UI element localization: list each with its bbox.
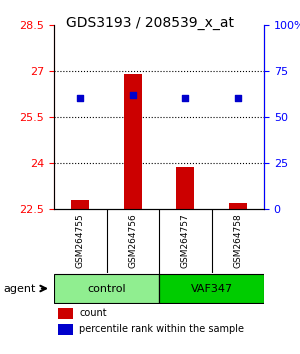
Bar — [124, 74, 142, 209]
Bar — [176, 167, 194, 209]
Text: GSM264755: GSM264755 — [76, 213, 85, 268]
Bar — [58, 324, 73, 335]
Point — [236, 96, 240, 101]
Point — [183, 96, 188, 101]
FancyBboxPatch shape — [54, 274, 159, 303]
Text: control: control — [87, 284, 126, 293]
Text: count: count — [79, 308, 107, 318]
Bar — [229, 203, 247, 209]
FancyBboxPatch shape — [159, 274, 264, 303]
Text: agent: agent — [3, 284, 35, 293]
Text: percentile rank within the sample: percentile rank within the sample — [79, 324, 244, 334]
Text: GSM264758: GSM264758 — [233, 213, 242, 268]
Bar — [58, 308, 73, 319]
Text: VAF347: VAF347 — [190, 284, 232, 293]
Bar — [71, 200, 89, 209]
Text: GSM264757: GSM264757 — [181, 213, 190, 268]
Point — [78, 96, 83, 101]
Point — [130, 92, 135, 98]
Text: GDS3193 / 208539_x_at: GDS3193 / 208539_x_at — [66, 16, 234, 30]
Text: GSM264756: GSM264756 — [128, 213, 137, 268]
